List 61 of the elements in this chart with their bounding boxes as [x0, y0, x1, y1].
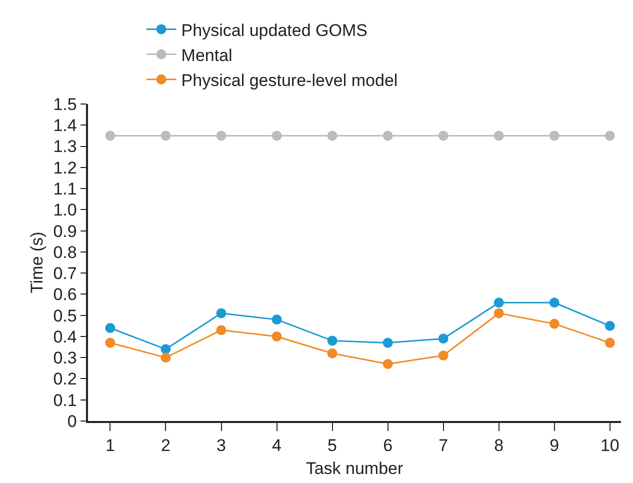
x-tick-label: 9: [550, 436, 560, 456]
y-tick-label: 1.3: [53, 137, 77, 156]
point: [160, 344, 171, 354]
y-tick-label: 0.8: [53, 242, 77, 262]
point: [272, 314, 282, 325]
x-axis-title: Task number: [306, 459, 404, 478]
x-tick-label: 1: [105, 436, 115, 456]
point: [382, 358, 393, 369]
y-tick-label: 0.6: [53, 285, 77, 304]
point: [327, 348, 338, 358]
y-tick-label: 0.2: [53, 370, 77, 389]
point: [272, 130, 282, 141]
point: [438, 334, 448, 344]
y-tick-label: 0.1: [53, 390, 77, 410]
x-tick-label: 6: [383, 436, 393, 456]
point: [160, 352, 171, 363]
point: [105, 130, 116, 141]
point: [105, 323, 116, 334]
legend-label: Physical updated GOMS: [181, 20, 368, 40]
y-tick-label: 1.4: [53, 116, 77, 136]
point: [549, 318, 560, 329]
point: [604, 320, 615, 331]
y-tick-label: 1.0: [53, 200, 77, 220]
point: [604, 130, 615, 141]
point: [382, 338, 393, 348]
point: [327, 130, 338, 141]
x-tick-label: 3: [216, 436, 226, 456]
y-tick-label: 0.3: [53, 348, 77, 368]
y-tick-label: 0.4: [53, 327, 77, 346]
legend-label: Mental: [181, 46, 232, 65]
point: [438, 130, 448, 141]
y-axis-title: Time (s): [27, 232, 46, 294]
point: [272, 331, 282, 342]
point: [438, 350, 448, 360]
y-tick-label: 1.5: [53, 94, 77, 114]
x-tick-label: 10: [600, 436, 620, 456]
point: [604, 338, 615, 348]
point: [327, 336, 338, 346]
y-tick-label: 1.2: [53, 158, 77, 178]
point: [216, 308, 226, 318]
x-tick-label: 2: [160, 436, 170, 456]
point: [382, 130, 393, 141]
y-tick-label: 0: [67, 412, 77, 431]
point: [216, 130, 226, 141]
legend-label: Physical gesture-level model: [181, 71, 398, 90]
point: [216, 325, 226, 336]
x-tick-label: 5: [328, 436, 338, 456]
y-tick-label: 0.7: [53, 264, 77, 284]
y-tick-label: 1.1: [53, 179, 77, 198]
x-tick-label: 4: [272, 436, 282, 456]
point: [549, 130, 560, 141]
point: [549, 298, 560, 308]
y-tick-label: 0.5: [53, 306, 77, 326]
point: [160, 130, 171, 141]
x-tick-label: 7: [438, 436, 448, 456]
point: [494, 130, 504, 141]
x-tick-label: 8: [494, 436, 504, 456]
point: [494, 298, 504, 308]
y-tick-label: 0.9: [53, 222, 77, 241]
point: [105, 338, 116, 348]
point: [494, 308, 504, 318]
